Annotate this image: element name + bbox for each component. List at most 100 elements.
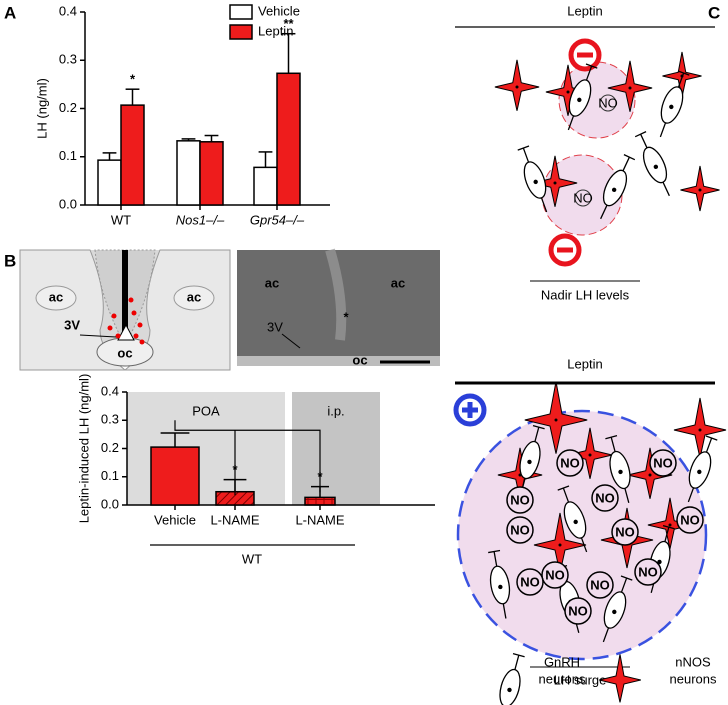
y-axis-label: Leptin-induced LH (ng/ml) <box>76 374 91 524</box>
no-label: NO <box>615 524 635 539</box>
nucleus <box>527 459 532 465</box>
y-tick-label: 0.0 <box>101 496 119 511</box>
gnrh-neuron <box>488 549 511 619</box>
no-label: NO <box>510 522 530 537</box>
dendrite <box>634 131 670 197</box>
label: ac <box>265 275 279 290</box>
panel-label: B <box>4 251 16 270</box>
no-label: NO <box>510 492 530 507</box>
nucleus <box>648 473 652 477</box>
nucleus <box>507 687 512 693</box>
no-label: NO <box>598 95 618 110</box>
nucleus <box>498 584 503 590</box>
no-label: NO <box>568 603 588 618</box>
no-bubble <box>506 516 534 544</box>
label: 3V <box>64 317 80 332</box>
no-bubble <box>541 561 569 589</box>
no-bubble <box>649 449 677 477</box>
dendrite <box>517 145 548 213</box>
label: ac <box>49 289 63 304</box>
y-tick-label: 0.4 <box>59 3 77 18</box>
bar <box>120 104 145 206</box>
soma <box>499 668 521 705</box>
no-bubble <box>634 558 662 586</box>
no-label: NO <box>560 455 580 470</box>
panel-label: A <box>4 3 16 22</box>
nnos-neuron <box>567 427 613 479</box>
legend-swatch <box>229 24 253 40</box>
y-tick-label: 0.0 <box>59 196 77 211</box>
y-tick-label: 0.3 <box>59 52 77 67</box>
no-bubble <box>676 506 704 534</box>
bar <box>253 166 278 206</box>
group-label: WT <box>242 551 262 566</box>
y-tick-label: 0.2 <box>59 100 77 115</box>
brain-schematic: ac ac 3V oc <box>19 249 231 371</box>
no-label: NO <box>680 512 700 527</box>
dendrite <box>488 549 507 619</box>
no-label: NO <box>520 574 540 589</box>
nucleus <box>628 86 632 90</box>
y-tick-label: 0.1 <box>59 148 77 163</box>
no-label: NO <box>573 190 593 205</box>
nucleus <box>553 181 557 185</box>
nucleus <box>697 469 702 475</box>
no-bubble <box>556 449 584 477</box>
no-bubble <box>599 94 617 112</box>
no-bubble <box>586 571 614 599</box>
no-label: NO <box>590 577 610 592</box>
caption: LH surge <box>554 672 607 687</box>
bar <box>150 446 200 506</box>
gnrh-neuron <box>517 145 548 213</box>
legend-swatch <box>229 4 253 20</box>
micrograph: ac ac 3V * oc <box>237 248 440 367</box>
dendrite <box>602 575 633 643</box>
x-tick-label: Nos1–/– <box>176 212 225 227</box>
gnrh-neuron <box>600 154 636 220</box>
gnrh-neuron <box>687 435 718 503</box>
x-tick-label: L-NAME <box>210 512 259 527</box>
nucleus <box>669 104 674 110</box>
no-bubble <box>516 568 544 596</box>
nucleus <box>653 164 659 170</box>
legend-label: neurons <box>670 671 717 686</box>
gnrh-neuron <box>499 652 525 705</box>
diagram-title: Leptin <box>567 3 602 18</box>
nucleus <box>558 543 562 547</box>
nucleus <box>611 187 617 193</box>
nucleus <box>515 85 519 89</box>
no-bubble <box>611 518 639 546</box>
gnrh-neuron <box>634 131 670 197</box>
minus-bar <box>577 52 593 58</box>
dendrite <box>605 434 630 504</box>
band <box>292 392 380 505</box>
gnrh-neuron <box>567 63 598 131</box>
bar <box>97 159 122 206</box>
minus-bar <box>557 247 573 253</box>
nucleus <box>612 609 617 615</box>
y-axis-label: LH (ng/ml) <box>34 78 49 139</box>
no-bubble <box>564 597 592 625</box>
dendrite <box>600 154 636 220</box>
no-label: NO <box>653 455 673 470</box>
no-bubble <box>506 486 534 514</box>
dendrite <box>500 652 525 705</box>
label: ac <box>187 289 201 304</box>
legend-label: nNOS <box>675 654 711 669</box>
y-tick-label: 0.1 <box>101 468 119 483</box>
legend-label: Leptin <box>258 23 293 38</box>
significance: ** <box>283 16 294 31</box>
band-label: i.p. <box>327 403 344 418</box>
dendrite <box>687 435 718 503</box>
x-tick-label: WT <box>111 212 131 227</box>
y-tick-label: 0.2 <box>101 440 119 455</box>
x-tick-label: Gpr54–/– <box>250 212 305 227</box>
inhibition-zone <box>558 61 636 139</box>
x-tick-label: Vehicle <box>154 512 196 527</box>
nucleus <box>566 90 570 94</box>
dendrite <box>659 70 690 138</box>
dendrite <box>557 485 588 553</box>
comparison-bracket <box>174 420 321 496</box>
bar <box>276 72 301 206</box>
no-label: NO <box>595 490 615 505</box>
